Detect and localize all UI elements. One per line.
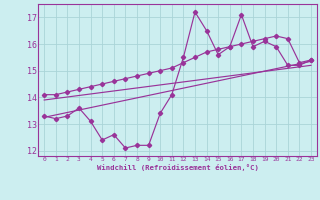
X-axis label: Windchill (Refroidissement éolien,°C): Windchill (Refroidissement éolien,°C) <box>97 164 259 171</box>
